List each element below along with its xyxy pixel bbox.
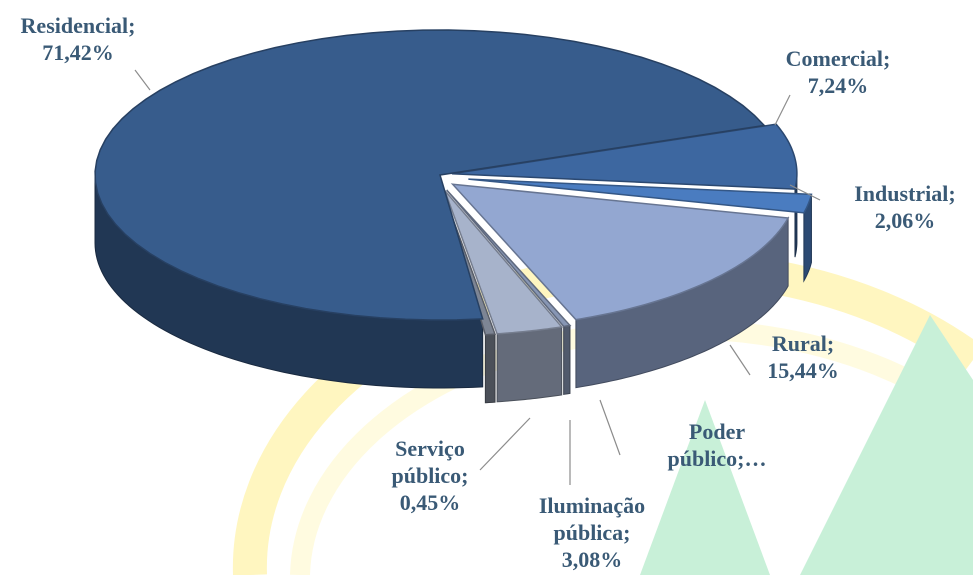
slice-side — [563, 324, 571, 395]
leader-line — [729, 344, 751, 376]
slice-side — [484, 333, 496, 404]
slice — [444, 190, 564, 335]
leaders — [134, 69, 821, 485]
value-label: 71,42% — [42, 40, 114, 65]
slice — [94, 29, 766, 321]
value-label: 15,44% — [767, 358, 839, 383]
slice — [468, 178, 813, 214]
value-label: 7,24% — [807, 73, 869, 98]
pie — [94, 29, 813, 404]
slice-side — [496, 326, 563, 403]
category-label: Comercial; — [785, 46, 891, 71]
category-label: Iluminação pública; — [538, 493, 646, 545]
leader-line — [134, 69, 151, 91]
slice — [446, 189, 572, 328]
data-label: Rural; 15,44% — [738, 330, 868, 384]
data-label: Industrial; 2,06% — [830, 180, 973, 234]
data-label: Iluminação pública; 3,08% — [527, 492, 657, 573]
category-label: Poder público;… — [667, 419, 767, 471]
data-label: Residencial; 71,42% — [0, 12, 158, 66]
value-label: 3,08% — [561, 547, 623, 572]
leader-line — [789, 184, 821, 201]
category-label: Serviço público; — [391, 436, 469, 488]
category-label: Residencial; — [20, 13, 136, 38]
data-label: Serviço público; 0,45% — [380, 435, 480, 516]
slice — [451, 123, 798, 190]
leader-line — [479, 417, 531, 471]
leader-line — [774, 94, 791, 126]
category-label: Rural; — [771, 331, 835, 356]
slice — [450, 183, 790, 321]
category-label: Industrial; — [854, 181, 956, 206]
data-label: Comercial; 7,24% — [763, 45, 913, 99]
value-label: 0,45% — [399, 490, 461, 515]
leader-line — [599, 399, 621, 456]
data-label: Poder público;… — [662, 418, 772, 472]
value-label: 2,06% — [874, 208, 936, 233]
